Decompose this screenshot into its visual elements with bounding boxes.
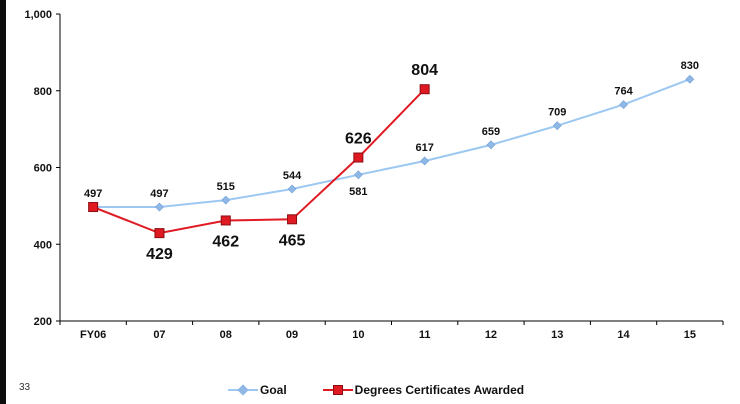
goal-data-label: 617 [415, 142, 433, 154]
goal-data-label: 497 [150, 188, 168, 200]
goal-data-label: 709 [548, 107, 566, 119]
goal-data-label: 581 [349, 186, 367, 198]
data-labels: 497 497 515 544 581 617 659 709 764 830 429 462 465 6… [84, 60, 699, 263]
degrees-data-label: 462 [212, 233, 239, 250]
goal-point [619, 100, 628, 109]
legend-item-goal: Goal [228, 383, 287, 397]
degrees-point [287, 214, 298, 225]
goal-point [552, 121, 562, 131]
legend-item-degrees: Degrees Certificates Awarded [322, 383, 525, 397]
series-goal [88, 74, 695, 212]
degrees-data-label: 804 [411, 62, 438, 79]
goal-data-label: 830 [681, 60, 699, 72]
y-tick-label: 400 [34, 239, 52, 251]
series-degrees-certificates-awarded [88, 84, 430, 239]
goal-line [93, 78, 691, 209]
goal-point [155, 202, 164, 212]
goal-data-label: 659 [482, 126, 500, 138]
y-tick-label: 1,000 [24, 9, 52, 21]
left-edge-bar [0, 0, 6, 404]
degrees-data-label: 626 [345, 131, 372, 148]
x-tick-label: 12 [485, 329, 497, 341]
x-tick-label: FY06 [80, 329, 106, 341]
legend-label-goal: Goal [260, 383, 287, 397]
goal-data-label: 764 [614, 86, 633, 98]
goal-point [685, 74, 695, 84]
degrees-point [353, 152, 364, 163]
x-axis-ticks: FY06 07 08 09 10 11 12 13 14 15 [59, 321, 724, 341]
x-tick-label: 11 [419, 329, 431, 341]
goal-data-label: 497 [84, 188, 102, 200]
goal-point [287, 184, 297, 194]
degrees-data-label: 429 [146, 246, 173, 263]
legend-swatch-goal [228, 384, 258, 396]
degrees-line [92, 88, 426, 235]
goal-point [221, 195, 231, 205]
x-tick-label: 08 [220, 329, 232, 341]
chart-legend: Goal Degrees Certificates Awarded [228, 383, 560, 397]
degrees-point [220, 215, 231, 226]
y-tick-label: 800 [34, 86, 52, 98]
page-number: 33 [19, 382, 31, 393]
x-tick-label: 10 [352, 329, 364, 341]
goal-point [486, 140, 496, 150]
x-tick-label: 15 [684, 329, 696, 341]
x-tick-label: 09 [286, 329, 298, 341]
degrees-point [88, 202, 99, 213]
goal-point [420, 156, 430, 166]
y-tick-label: 600 [34, 163, 52, 175]
goal-data-label: 515 [217, 181, 235, 193]
goal-point [353, 170, 363, 180]
degrees-point [419, 84, 430, 95]
legend-label-degrees: Degrees Certificates Awarded [354, 383, 525, 397]
x-tick-label: 13 [551, 329, 563, 341]
x-tick-label: 14 [617, 329, 630, 341]
degrees-data-label: 465 [279, 232, 306, 249]
y-axis-ticks: 200 400 600 800 1,000 [24, 9, 60, 328]
y-tick-label: 200 [34, 316, 52, 328]
degrees-point [154, 228, 165, 239]
legend-swatch-degrees [322, 384, 353, 396]
x-tick-label: 07 [153, 329, 165, 341]
goal-data-label: 544 [283, 170, 302, 182]
